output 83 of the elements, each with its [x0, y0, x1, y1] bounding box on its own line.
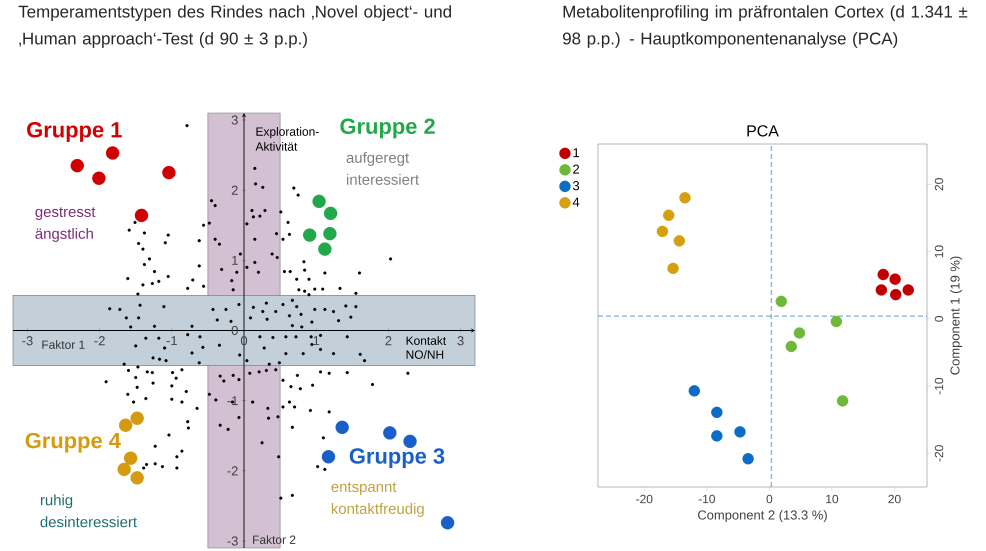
x-tick-label: -1 [166, 336, 177, 346]
point [162, 166, 176, 180]
x-tick-label: -20 [636, 494, 652, 504]
point [742, 453, 754, 464]
point [878, 268, 889, 280]
annotation: entspannt kontaktfreudig [331, 482, 424, 517]
y-tick-label: 0 [934, 316, 944, 322]
point [302, 228, 316, 242]
point [124, 451, 138, 465]
x-tick-label: 0 [766, 494, 772, 504]
x-tick-label: 10 [826, 494, 838, 504]
point [711, 430, 723, 442]
point [134, 208, 148, 222]
point [688, 385, 700, 397]
point [662, 210, 674, 221]
legend-label: 3 [572, 181, 580, 190]
chart-title: Metabolitenprofiling im präfrontalen Cortex (d 1.341 ± 98 p.p.) - Hauptkomponentenanalyse (PCA) [563, 5, 968, 48]
y-tick-label: 2 [232, 186, 238, 195]
series-label: Gruppe 1 [27, 122, 122, 142]
point [794, 327, 806, 339]
point [106, 146, 120, 160]
point [118, 418, 132, 432]
annotation: ruhig desinteressiert [40, 494, 137, 528]
point [890, 288, 902, 300]
x-tick-label: 3 [457, 336, 464, 346]
point [674, 235, 686, 247]
x-tick-label: 1 [314, 336, 320, 346]
point [440, 516, 454, 530]
point [130, 471, 144, 485]
y-tick-label: -3 [227, 536, 238, 546]
point [130, 412, 144, 425]
point [117, 462, 131, 476]
chart-title: Temperamentstypen des Rindes nach ‚Novel object‘- und ‚Human approach‘-Test (d 90 ± 3 p.p.) [18, 5, 452, 48]
point [679, 192, 691, 204]
point [70, 158, 84, 172]
point [786, 340, 797, 352]
point [876, 284, 888, 296]
y-tick-label: 10 [934, 245, 944, 258]
point [312, 194, 326, 208]
point [383, 426, 397, 440]
x-tick-label: 20 [888, 494, 901, 504]
x-tick-label: 2 [385, 336, 392, 346]
x-tick-label: -2 [94, 336, 105, 346]
point [403, 434, 417, 448]
x-tick-label: -10 [698, 494, 716, 504]
point [318, 242, 332, 256]
point [889, 273, 901, 285]
annotation: gestresst ängstlich [35, 207, 96, 242]
point [335, 420, 349, 434]
point [902, 284, 914, 296]
point [836, 395, 848, 407]
point [734, 426, 746, 438]
point [776, 296, 787, 308]
y-tick-label: -1 [227, 396, 238, 406]
series-label: Gruppe 3 [350, 448, 444, 468]
legend-label: 2 [573, 164, 580, 174]
y-tick-label: -10 [934, 378, 944, 394]
y-tick-label: 1 [232, 256, 238, 265]
text: Gruppe 2 [340, 118, 435, 138]
legend-label: 1 [573, 148, 580, 158]
annotation: Faktor 2 [253, 535, 296, 544]
point [323, 226, 337, 240]
chart-subtitle: PCA [747, 125, 779, 136]
x-tick-label: -3 [22, 336, 33, 346]
y-tick-label: -20 [934, 445, 944, 462]
point [324, 206, 338, 220]
x-axis-title: Component 2 (13.3 %) [698, 510, 827, 522]
point [711, 406, 723, 418]
point [322, 450, 336, 464]
annotation: aufgeregt interessiert [346, 152, 419, 185]
point [656, 226, 668, 238]
x-axis-title: Kontakt NO/NH [406, 336, 446, 359]
series-label: Gruppe 4 [26, 432, 121, 453]
point [667, 262, 679, 274]
y-axis-title: Exploration-Aktivität [255, 127, 319, 151]
y-tick-label: 20 [934, 178, 944, 190]
y-axis-title: Component 1 (19 %) [950, 256, 962, 375]
y-tick-label: -2 [227, 466, 238, 476]
y-tick-label: 3 [232, 115, 238, 125]
point [830, 316, 842, 328]
point [92, 172, 106, 185]
legend-label: 4 [572, 198, 580, 207]
annotation: Faktor 1 [42, 340, 85, 349]
